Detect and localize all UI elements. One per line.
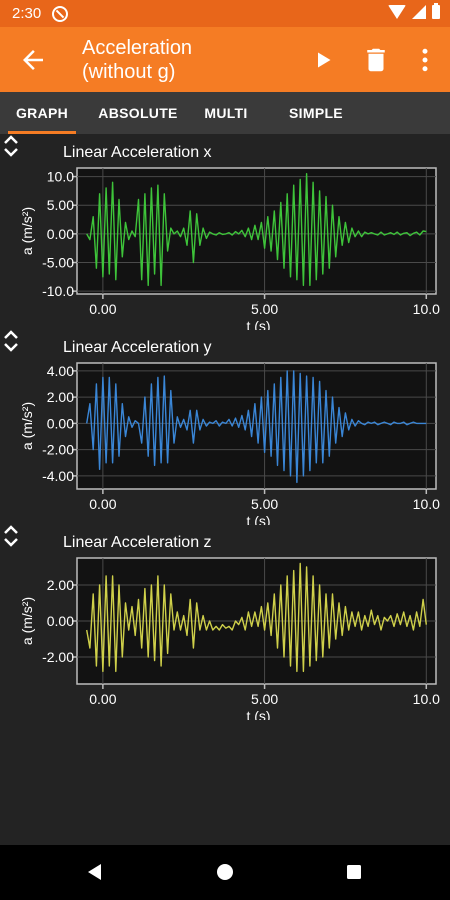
x-tick-label: 10.0	[413, 496, 440, 512]
graphs-area: 0.00 5.00 10.0 10.0 5.00 0.00 -5.00 -10.0 t (s) a…	[0, 134, 450, 845]
expand-icon[interactable]	[0, 329, 22, 353]
wifi-icon	[388, 5, 406, 19]
x-tick-label: 5.00	[251, 691, 278, 707]
y-tick-label: -2.00	[42, 649, 74, 665]
y-tick-label: -5.00	[42, 255, 74, 271]
series-line	[86, 370, 427, 484]
play-icon[interactable]	[308, 45, 338, 75]
navigation-bar	[0, 845, 450, 900]
status-time: 2:30	[12, 5, 42, 22]
status-bar: 2:30	[0, 0, 450, 27]
graph-title: Linear Acceleration z	[63, 534, 212, 551]
series-line	[86, 562, 427, 673]
x-tick-label: 5.00	[251, 301, 278, 317]
expand-icon[interactable]	[0, 524, 22, 548]
y-tick-label: 5.00	[47, 197, 74, 213]
graph-linear-acceleration-z: 0.00 5.00 10.0 2.00 0.00 -2.00 t (s) a (m/s²) L…	[0, 524, 450, 720]
expand-icon[interactable]	[0, 134, 22, 158]
battery-icon	[432, 3, 440, 19]
tab-graph[interactable]: GRAPH	[8, 92, 76, 134]
nav-recents-icon[interactable]	[343, 861, 365, 883]
page-title-line1: Acceleration	[82, 37, 193, 59]
page-title: Acceleration (without g)	[82, 36, 192, 84]
y-tick-label: 4.00	[47, 363, 74, 379]
x-tick-label: 0.00	[89, 301, 116, 317]
chart-z[interactable]: 0.00 5.00 10.0 2.00 0.00 -2.00 t (s) a (m/s²)	[0, 524, 450, 720]
tab-bar: GRAPH ABSOLUTE MULTI SIMPLE	[0, 92, 450, 134]
chart-y[interactable]: 0.00 5.00 10.0 4.00 2.00 0.00 -2.00 -4.00 t (s) a…	[0, 329, 450, 525]
tab-simple[interactable]: SIMPLE	[289, 105, 343, 121]
y-tick-label: -4.00	[42, 468, 74, 484]
tab-multi[interactable]: MULTI	[204, 105, 248, 121]
cell-signal-icon	[412, 5, 426, 19]
y-tick-label: -2.00	[42, 442, 74, 458]
status-icons	[388, 3, 440, 19]
tab-absolute[interactable]: ABSOLUTE	[98, 105, 178, 121]
y-tick-label: 0.00	[47, 613, 74, 629]
do-not-disturb-icon	[52, 6, 68, 22]
nav-home-icon[interactable]	[214, 861, 236, 883]
y-tick-label: 2.00	[47, 389, 74, 405]
x-axis-label: t (s)	[246, 708, 270, 720]
series-line	[86, 173, 427, 287]
x-axis-label: t (s)	[246, 318, 270, 330]
y-tick-label: -10.0	[42, 283, 74, 299]
y-axis-label: a (m/s²)	[19, 207, 35, 255]
page-title-line2: (without g)	[82, 61, 176, 83]
x-tick-label: 10.0	[413, 691, 440, 707]
y-axis-label: a (m/s²)	[19, 402, 35, 450]
y-tick-label: 2.00	[47, 577, 74, 593]
x-tick-label: 0.00	[89, 691, 116, 707]
y-tick-label: 0.00	[47, 415, 74, 431]
x-tick-label: 5.00	[251, 496, 278, 512]
more-vert-icon[interactable]	[410, 45, 440, 75]
x-tick-label: 0.00	[89, 496, 116, 512]
nav-back-icon[interactable]	[84, 861, 106, 883]
graph-linear-acceleration-x: 0.00 5.00 10.0 10.0 5.00 0.00 -5.00 -10.0 t (s) a…	[0, 134, 450, 330]
back-arrow-icon[interactable]	[18, 45, 48, 75]
y-tick-label: 10.0	[47, 169, 74, 185]
app-bar: Acceleration (without g)	[0, 27, 450, 92]
graph-title: Linear Acceleration x	[63, 144, 212, 161]
graph-title: Linear Acceleration y	[63, 339, 212, 356]
y-tick-label: 0.00	[47, 226, 74, 242]
x-tick-label: 10.0	[413, 301, 440, 317]
x-axis-label: t (s)	[246, 513, 270, 525]
chart-x[interactable]: 0.00 5.00 10.0 10.0 5.00 0.00 -5.00 -10.0 t (s) a…	[0, 134, 450, 330]
y-axis-label: a (m/s²)	[19, 597, 35, 645]
graph-linear-acceleration-y: 0.00 5.00 10.0 4.00 2.00 0.00 -2.00 -4.00 t (s) a…	[0, 329, 450, 525]
trash-icon[interactable]	[361, 45, 391, 75]
